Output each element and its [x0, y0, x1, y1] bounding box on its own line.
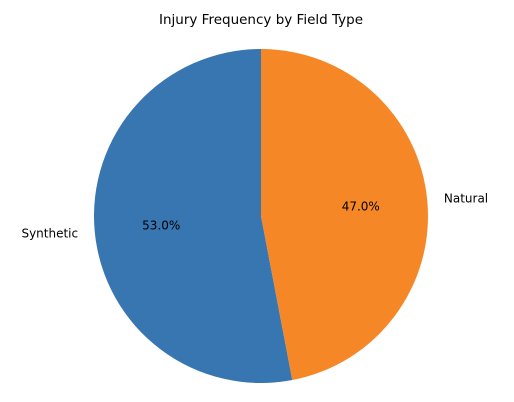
pie-slice-synthetic — [94, 49, 293, 383]
category-label-synthetic: Synthetic — [21, 226, 78, 240]
chart-title: Injury Frequency by Field Type — [159, 12, 363, 28]
category-label-natural: Natural — [444, 192, 488, 206]
pie-labels: Synthetic 53.0% Natural 47.0% — [21, 192, 488, 241]
pie-slice-natural — [261, 49, 429, 381]
pie-slices — [94, 49, 429, 383]
percent-label-synthetic: 53.0% — [142, 218, 180, 232]
percent-label-natural: 47.0% — [342, 200, 380, 214]
